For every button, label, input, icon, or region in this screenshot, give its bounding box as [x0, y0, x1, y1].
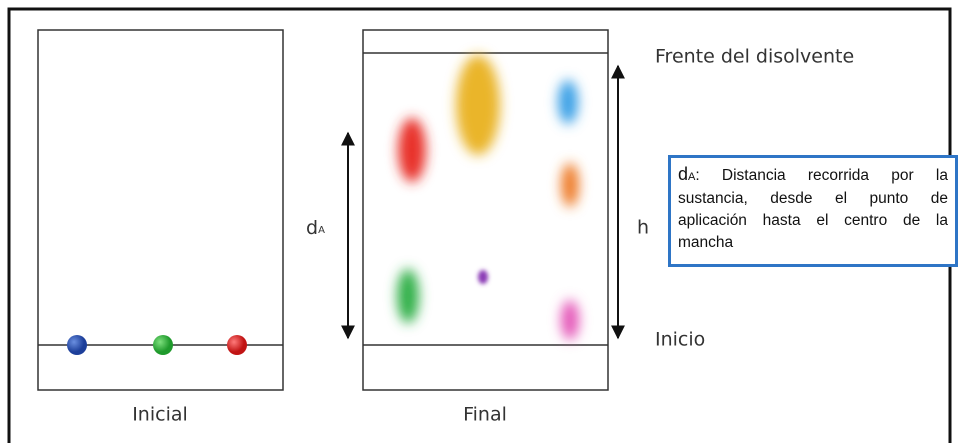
solvent-front-label: Frente del disolvente: [655, 46, 854, 68]
note-text: : Distancia recorrida por la sustancia, …: [678, 167, 948, 251]
pink-spot: [561, 300, 579, 340]
blue-spot: [558, 80, 578, 124]
purple-spot: [478, 270, 488, 284]
note-box: dA: Distancia recorrida por la sustancia…: [668, 155, 958, 267]
da-label: dA: [306, 217, 325, 239]
h-label: h: [637, 217, 649, 239]
d-subscript: A: [318, 225, 325, 236]
yellow-spot: [456, 55, 500, 155]
orange-spot: [561, 163, 579, 207]
red-spot: [398, 118, 426, 182]
origin-label: Inicio: [655, 329, 705, 351]
red-spot: [227, 335, 247, 355]
blue-spot: [67, 335, 87, 355]
page: dA h Frente del disolvente Inicio Inicia…: [0, 0, 959, 443]
note-symbol: d: [678, 164, 688, 184]
initial-label: Inicial: [132, 404, 188, 426]
green-spot: [397, 269, 419, 323]
d-symbol: d: [306, 217, 318, 239]
green-spot: [153, 335, 173, 355]
final-label: Final: [463, 404, 507, 426]
